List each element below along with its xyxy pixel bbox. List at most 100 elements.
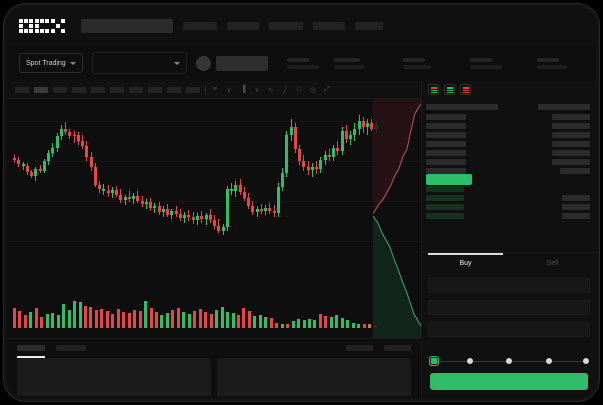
timeframe-button-2[interactable] [34, 86, 48, 93]
orderbook-cell-amount [560, 167, 590, 174]
fullscreen-icon[interactable]: ⤢ [324, 85, 330, 93]
orderbook-list[interactable] [422, 98, 596, 250]
stat-24h-low [402, 57, 431, 69]
volume-bar [275, 323, 279, 328]
orderbook-cell-price [426, 212, 464, 219]
tab-open-orders[interactable] [17, 344, 45, 358]
volume-bar [100, 309, 104, 328]
volume-bar [269, 318, 273, 328]
slider-node-25[interactable] [466, 358, 473, 364]
orderbook-row[interactable] [426, 121, 592, 130]
orderbook-row[interactable] [426, 211, 592, 220]
timeframe-button-5[interactable] [91, 86, 105, 93]
orderbook-cell-amount [552, 122, 590, 129]
orderbook-mid-price-row[interactable] [426, 174, 592, 185]
chevron-down-icon [173, 61, 180, 65]
timeframe-button-4[interactable] [72, 86, 86, 93]
nav-item-1[interactable] [183, 22, 217, 30]
volume-bar [51, 313, 55, 328]
orderbook-cell-amount [562, 194, 590, 201]
tab-order-history[interactable] [56, 344, 86, 351]
volume-bar [182, 312, 186, 328]
okx-logo-icon[interactable] [19, 19, 65, 33]
stat-24h-volume [469, 57, 502, 69]
volume-bar [89, 307, 93, 328]
orderbook-cell-amount [552, 140, 590, 147]
tab-buy[interactable]: Buy [422, 253, 509, 274]
slider-handle[interactable] [430, 357, 438, 365]
chart-type-dropdown-icon[interactable]: ∨ [254, 86, 260, 94]
orderbook-row[interactable] [426, 148, 592, 157]
volume-bar [29, 312, 33, 328]
bottom-action-1[interactable] [346, 344, 373, 351]
pencil-tool-icon[interactable]: ╱ [282, 86, 288, 94]
volume-bar [84, 306, 87, 328]
orderbook-cell-price [426, 194, 464, 201]
orderbook-cell-amount [552, 149, 590, 156]
slider-node-100[interactable] [583, 358, 589, 364]
market-type-selector[interactable]: Spot Trading [19, 53, 83, 73]
line-tool-icon[interactable]: ∿ [268, 86, 274, 94]
settings-gear-icon[interactable]: ◎ [309, 86, 317, 94]
volume-bar [231, 313, 235, 328]
indicators-icon[interactable]: ≡ [212, 86, 218, 93]
orderbook-cell-price [426, 140, 466, 147]
orderbook-row[interactable] [426, 139, 592, 148]
orderbook-cell-amount [562, 203, 590, 210]
volume-bar [176, 308, 180, 328]
nav-item-3[interactable] [269, 22, 303, 30]
timeframe-button-9[interactable] [167, 86, 181, 93]
volume-bar [18, 311, 22, 328]
tab-sell[interactable]: Sell [546, 260, 559, 267]
amount-percent-slider[interactable] [422, 353, 596, 371]
orderbook-layout-both-icon[interactable] [428, 84, 439, 95]
bottom-panel-right[interactable] [217, 358, 411, 396]
indicators-dropdown-icon[interactable]: ∨ [226, 86, 232, 94]
order-price-field[interactable] [428, 278, 590, 293]
volume-bar [105, 311, 109, 328]
orderbook-row[interactable] [426, 130, 592, 139]
nav-item-4[interactable] [313, 22, 345, 30]
volume-series [13, 296, 379, 328]
volume-bar [78, 302, 82, 328]
nav-item-5[interactable] [355, 22, 383, 30]
place-buy-order-button[interactable] [430, 373, 588, 390]
slider-node-50[interactable] [506, 358, 512, 364]
orderbook-layout-bids-icon[interactable] [444, 84, 455, 95]
chart-type-icon[interactable]: ▐ [240, 86, 246, 93]
order-total-field[interactable] [428, 322, 590, 337]
timeframe-group [15, 86, 200, 93]
orderbook-row[interactable] [426, 157, 592, 166]
orderbook-row[interactable] [426, 193, 592, 202]
orderbook-cell-amount [562, 212, 590, 219]
orderbook-row[interactable] [426, 202, 592, 211]
orderbook-layout-asks-icon[interactable] [460, 84, 471, 95]
trading-pair-selector[interactable] [91, 52, 187, 74]
volume-bar [127, 313, 131, 328]
orderbook-row[interactable] [426, 101, 592, 112]
orderbook-row[interactable] [426, 166, 592, 175]
orderbook-row[interactable] [426, 184, 592, 193]
timeframe-button-3[interactable] [53, 86, 67, 93]
volume-bar [226, 312, 230, 328]
bottom-panel-left[interactable] [17, 358, 211, 396]
price-chart[interactable] [7, 99, 421, 338]
orderbook-cell-price [426, 174, 472, 185]
orderbook-row[interactable] [426, 112, 592, 121]
timeframe-button-8[interactable] [148, 86, 162, 93]
timeframe-button-6[interactable] [110, 86, 124, 93]
bottom-action-2[interactable] [384, 344, 411, 351]
timeframe-button-7[interactable] [129, 86, 143, 93]
camera-icon[interactable]: □ [296, 86, 302, 93]
order-amount-field[interactable] [428, 300, 590, 315]
slider-node-75[interactable] [545, 358, 552, 364]
timeframe-button-1[interactable] [15, 86, 29, 93]
volume-bar [171, 310, 175, 328]
volume-bar [368, 324, 372, 328]
depth-chart-overlay [373, 99, 421, 338]
orderbook-cell-price [426, 103, 498, 110]
nav-item-2[interactable] [227, 22, 259, 30]
timeframe-button-10[interactable] [186, 86, 200, 93]
volume-bar [362, 324, 366, 328]
search-input[interactable] [81, 19, 173, 33]
